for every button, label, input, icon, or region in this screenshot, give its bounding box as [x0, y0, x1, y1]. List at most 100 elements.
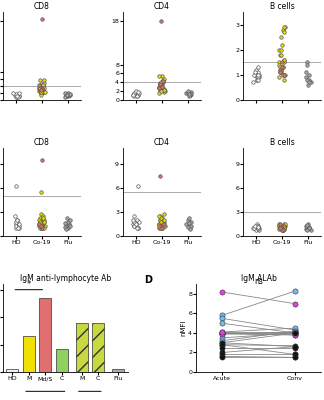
Point: [251, 79, 256, 86]
Point: [277, 62, 282, 68]
Point: [162, 87, 167, 93]
Point: [186, 224, 191, 230]
Point: [157, 81, 162, 88]
Point: [13, 92, 18, 98]
Point: [293, 351, 298, 358]
Point: [219, 330, 225, 336]
Point: [305, 62, 310, 68]
Point: [277, 74, 282, 80]
Point: [135, 93, 140, 99]
Point: [306, 79, 311, 86]
Point: [255, 64, 260, 70]
Point: [305, 226, 310, 233]
Point: [293, 328, 298, 334]
Point: [42, 225, 47, 231]
Point: [41, 80, 46, 86]
Point: [282, 56, 287, 63]
Point: [252, 69, 257, 76]
Point: [65, 215, 70, 222]
Point: [277, 225, 282, 231]
Point: [255, 222, 260, 229]
Point: [279, 226, 284, 233]
Point: [184, 221, 189, 227]
Point: [219, 331, 225, 337]
Point: [15, 221, 20, 227]
Point: [132, 218, 137, 225]
Point: [13, 223, 18, 230]
Point: [157, 225, 162, 231]
Point: [159, 86, 164, 92]
Point: [305, 76, 310, 83]
Point: [277, 224, 283, 230]
Point: [255, 76, 260, 83]
Point: [42, 89, 47, 95]
Point: [40, 221, 46, 227]
Point: [39, 225, 44, 231]
Point: [157, 81, 162, 88]
Point: [40, 225, 45, 231]
Point: [277, 226, 282, 232]
Point: [159, 215, 165, 222]
Title: CD8: CD8: [34, 2, 50, 11]
Point: [255, 76, 260, 83]
Point: [131, 221, 136, 227]
Point: [131, 213, 136, 219]
Point: [17, 92, 22, 99]
Point: [253, 72, 258, 78]
Point: [132, 91, 137, 97]
Point: [254, 221, 259, 227]
Point: [219, 315, 225, 322]
Point: [281, 59, 286, 65]
Title: IgM anti-lymphocyte Ab: IgM anti-lymphocyte Ab: [20, 274, 111, 284]
Point: [161, 223, 166, 230]
Title: B cells: B cells: [270, 2, 295, 11]
Point: [37, 222, 42, 229]
Point: [219, 320, 225, 326]
Point: [42, 88, 47, 95]
Point: [38, 225, 43, 231]
Bar: [6, 369, 18, 372]
Point: [64, 93, 69, 99]
Point: [277, 69, 283, 76]
Bar: [92, 323, 104, 372]
Point: [65, 225, 71, 231]
Point: [159, 225, 165, 231]
Point: [157, 225, 162, 231]
Point: [132, 223, 137, 230]
Point: [293, 330, 298, 336]
Point: [161, 77, 166, 83]
Point: [279, 42, 284, 48]
Point: [255, 225, 260, 231]
Point: [16, 93, 21, 100]
Point: [188, 222, 193, 229]
Point: [158, 215, 164, 222]
Point: [160, 225, 165, 231]
Point: [281, 225, 286, 231]
Point: [157, 213, 162, 219]
Point: [281, 24, 286, 30]
Point: [157, 82, 162, 88]
Point: [278, 52, 283, 58]
Point: [158, 79, 164, 85]
Point: [282, 221, 287, 227]
Point: [279, 46, 284, 53]
Point: [14, 93, 19, 100]
Point: [156, 84, 162, 90]
Point: [131, 217, 136, 223]
Point: [279, 52, 284, 58]
Point: [40, 215, 46, 222]
Point: [293, 329, 298, 335]
Point: [304, 223, 309, 230]
Point: [187, 225, 192, 231]
Point: [40, 82, 46, 88]
Point: [281, 26, 286, 33]
Point: [157, 72, 162, 79]
Point: [16, 225, 21, 231]
Title: CD8: CD8: [34, 138, 50, 147]
Point: [135, 90, 140, 96]
Point: [307, 76, 312, 83]
Point: [135, 225, 140, 231]
Point: [65, 93, 71, 100]
Point: [161, 221, 166, 227]
Point: [188, 89, 193, 95]
